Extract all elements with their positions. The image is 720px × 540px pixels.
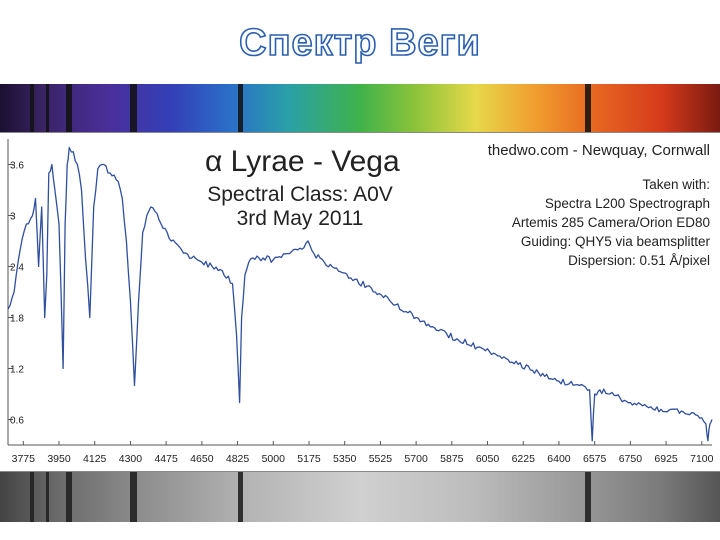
x-tick-label: 5175	[297, 453, 321, 465]
x-axis: 3775 3950 4125 4300 4475 4650 4825 5000 5175 5350…	[8, 441, 714, 465]
chart-subtitle-class: Spectral Class: A0V	[207, 183, 393, 206]
x-tick-label: 4300	[119, 453, 143, 465]
x-tick-label: 4125	[83, 453, 107, 465]
x-tick-label: 4650	[190, 453, 214, 465]
x-tick-label: 5875	[440, 453, 464, 465]
y-tick-label: 3	[10, 212, 16, 223]
x-tick-label: 6050	[476, 453, 500, 465]
x-tick-label: 4825	[226, 453, 250, 465]
y-axis: 0.61.21.82.433.6	[7, 139, 24, 445]
info-line-spectrograph: Spectra L200 Spectrograph	[545, 196, 710, 211]
y-tick-label: 1.8	[10, 314, 24, 325]
y-tick-label: 3.6	[10, 161, 24, 172]
slide-title: Спектр Веги	[238, 21, 481, 65]
chart-panel: 0.6 1.2 1.8 2.4 3 3.6 3775 3950 4125 4300 4475 465…	[0, 132, 720, 472]
x-tick-label: 5700	[404, 453, 428, 465]
x-tick-label: 7100	[690, 453, 714, 465]
x-tick-label: 5350	[333, 453, 357, 465]
x-tick-label: 3950	[47, 453, 71, 465]
series-layer	[7, 146, 713, 442]
x-tick-label: 5000	[262, 453, 286, 465]
info-line-camera: Artemis 285 Camera/Orion ED80	[512, 215, 710, 230]
x-tick-label: 6400	[547, 453, 571, 465]
info-line-taken: Taken with:	[642, 177, 710, 192]
x-tick-label: 6575	[583, 453, 607, 465]
x-tick-label: 6225	[512, 453, 536, 465]
x-tick-label: 6750	[619, 453, 643, 465]
x-tick-label: 3775	[12, 453, 36, 465]
x-tick-label: 6925	[654, 453, 678, 465]
chart-title: α Lyrae - Vega	[205, 145, 400, 178]
site-label: thedwo.com - Newquay, Cornwall	[488, 142, 710, 159]
spectrum-chart: 0.61.21.82.433.6 3775 3950 4125 4300 4475 465…	[7, 139, 714, 465]
info-line-dispersion: Dispersion: 0.51 Å/pixel	[568, 253, 710, 268]
series-line	[7, 146, 713, 442]
y-tick-label: 1.2	[10, 365, 24, 376]
spectrum-color-band	[0, 84, 720, 132]
x-tick-label: 5525	[369, 453, 393, 465]
x-tick-label: 4475	[154, 453, 178, 465]
chart-subtitle-date: 3rd May 2011	[237, 207, 364, 230]
spectrum-gray-band	[0, 470, 720, 522]
y-tick-label: 0.6	[10, 416, 24, 427]
info-line-guiding: Guiding: QHY5 via beamsplitter	[521, 234, 711, 249]
